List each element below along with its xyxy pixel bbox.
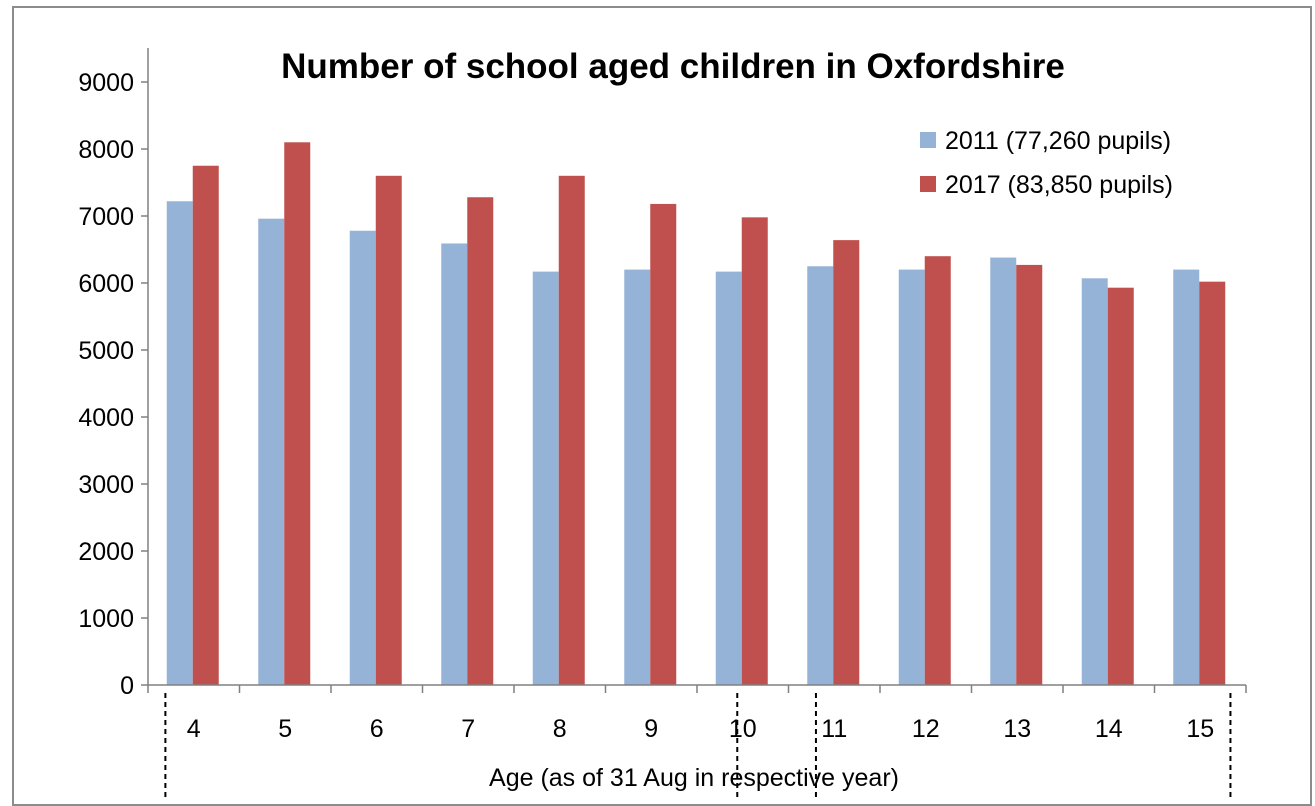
x-tick-label: 8 [553,715,567,743]
bar-2017-age-5 [284,142,311,686]
bar-2011-age-10 [715,271,742,685]
x-tick-label: 15 [1186,715,1214,743]
y-tick-label: 4000 [78,404,134,432]
bar-2017-age-13 [1016,264,1043,685]
bar-2011-age-12 [898,269,925,685]
bar-2017-age-10 [741,217,768,685]
bar-2011-age-9 [624,269,651,685]
bar-2017-age-12 [924,256,951,685]
bar-2017-age-9 [650,203,677,685]
bar-2011-age-11 [807,266,834,685]
y-tick-label: 1000 [78,605,134,633]
bar-2011-age-13 [990,257,1017,685]
bar-2017-age-8 [558,175,585,686]
bar-2011-age-7 [441,243,468,685]
x-tick-label: 6 [370,715,384,743]
y-tick-label: 8000 [78,136,134,164]
x-tick-label: 9 [644,715,658,743]
x-tick-label: 10 [729,715,757,743]
bar-2011-age-8 [532,271,559,685]
legend-swatch-2017 [920,176,936,192]
x-tick-label: 7 [461,715,475,743]
bar-2017-age-11 [833,240,860,685]
chart-title: Number of school aged children in Oxford… [281,47,1065,86]
x-tick-label: 12 [912,715,940,743]
bar-2017-age-6 [375,175,402,686]
x-axis-title: Age (as of 31 Aug in respective year) [489,764,899,792]
y-tick-label: 0 [120,672,134,700]
legend-swatch-2011 [920,132,936,148]
y-tick-label: 3000 [78,471,134,499]
y-tick-label: 9000 [78,69,134,97]
bar-2017-age-15 [1199,281,1226,685]
x-tick-label: 4 [187,715,201,743]
bar-2011-age-4 [166,201,193,685]
x-tick-label: 13 [1003,715,1031,743]
bar-2017-age-7 [467,197,494,686]
bar-2017-age-4 [192,165,219,685]
x-tick-label: 14 [1095,715,1123,743]
legend: 2011 (77,260 pupils) 2017 (83,850 pupils… [920,127,1173,199]
plot-area: 0 1000 2000 3000 4000 5000 6000 7000 8000 9000 4 5 6… [78,48,1247,800]
legend-label-2011: 2011 (77,260 pupils) [945,127,1171,155]
legend-label-2017: 2017 (83,850 pupils) [945,171,1173,199]
x-tick-label: 5 [278,715,292,743]
bar-2017-age-14 [1107,287,1134,685]
bar-2011-age-15 [1173,269,1200,685]
y-tick-label: 2000 [78,538,134,566]
bar-2011-age-5 [258,218,285,685]
bar-2011-age-6 [349,230,376,686]
y-tick-label: 5000 [78,337,134,365]
bar-2011-age-14 [1081,278,1108,685]
x-tick-label: 11 [821,715,847,743]
y-tick-label: 6000 [78,270,134,298]
y-tick-label: 7000 [78,203,134,231]
